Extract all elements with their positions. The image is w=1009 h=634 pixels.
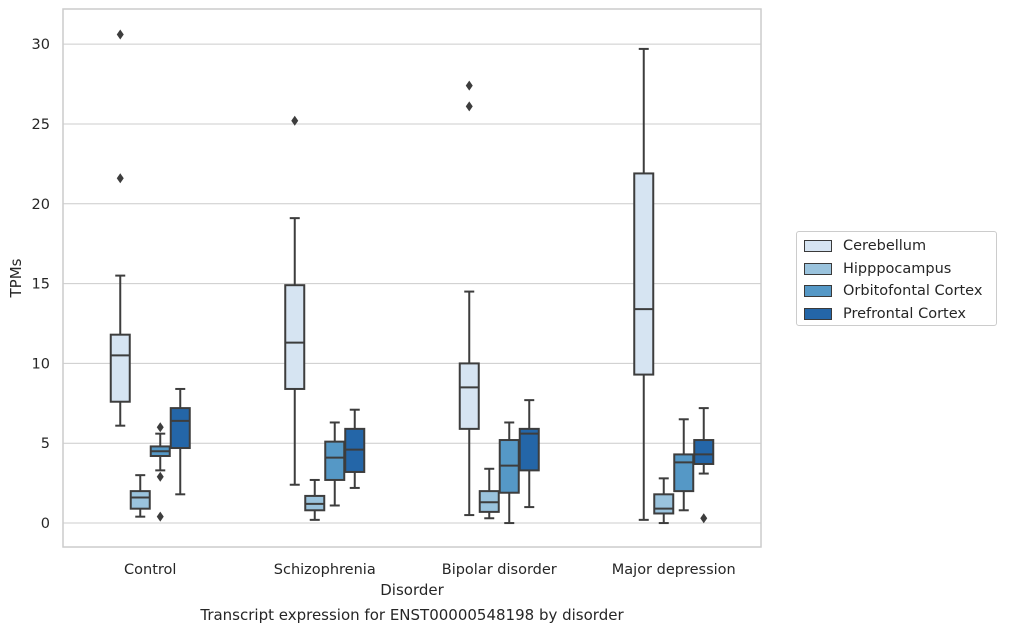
box-orbitofontal-cortex-schizophrenia [324, 440, 346, 481]
outlier-cerebellum-bipolar-disorder [465, 101, 473, 112]
outlier-cerebellum-schizophrenia [291, 115, 299, 126]
plot-frame [62, 8, 762, 548]
chart-legend: Cerebellum Hipppocampus Orbitofontal Cor… [796, 231, 997, 326]
legend-label-hippocampus: Hipppocampus [843, 261, 952, 277]
x-tick-label-control: Control [124, 562, 176, 578]
legend-item-orbitofrontal-cortex: Orbitofontal Cortex [804, 282, 982, 300]
legend-item-hippocampus: Hipppocampus [804, 260, 951, 278]
y-tick-label: 5 [41, 436, 50, 452]
outlier-cerebellum-control [116, 173, 124, 184]
box-cerebellum-bipolar-disorder [458, 362, 480, 430]
box-prefrontal-cortex-bipolar-disorder [518, 427, 540, 472]
y-tick-label: 15 [32, 277, 50, 293]
box-hipppocampus-major-depression [653, 493, 675, 515]
legend-label-cerebellum: Cerebellum [843, 238, 927, 254]
y-axis-label: TPMs [7, 258, 25, 298]
y-tick-label: 20 [32, 197, 50, 213]
box-cerebellum-schizophrenia [284, 284, 306, 390]
box-cerebellum-major-depression [633, 172, 655, 376]
x-tick-label-major-depression: Major depression [612, 562, 736, 578]
box-prefrontal-cortex-control [169, 407, 191, 450]
legend-label-prefrontal-cortex: Prefrontal Cortex [843, 306, 966, 322]
box-hipppocampus-control [129, 490, 151, 510]
legend-item-cerebellum: Cerebellum [804, 237, 926, 255]
outlier-orbitofontal-cortex-control [156, 511, 164, 522]
legend-label-orbitofrontal-cortex: Orbitofontal Cortex [843, 283, 983, 299]
box-prefrontal-cortex-major-depression [693, 439, 715, 465]
outlier-prefrontal-cortex-major-depression [700, 513, 708, 524]
y-tick-label: 25 [32, 117, 50, 133]
outlier-cerebellum-bipolar-disorder [465, 80, 473, 91]
x-tick-label-bipolar-disorder: Bipolar disorder [442, 562, 557, 578]
legend-item-prefrontal-cortex: Prefrontal Cortex [804, 305, 966, 323]
legend-swatch-prefrontal-cortex [804, 308, 832, 320]
outlier-orbitofontal-cortex-control [156, 471, 164, 482]
figure-caption: Transcript expression for ENST0000054819… [200, 606, 624, 624]
y-tick-label: 0 [41, 516, 50, 532]
legend-swatch-hippocampus [804, 263, 832, 275]
box-cerebellum-control [109, 333, 131, 403]
outlier-orbitofontal-cortex-control [156, 422, 164, 433]
x-tick-label-schizophrenia: Schizophrenia [274, 562, 376, 578]
y-tick-label: 10 [32, 356, 50, 372]
x-axis-label: Disorder [380, 581, 444, 599]
box-orbitofontal-cortex-major-depression [673, 453, 695, 493]
y-tick-label: 30 [32, 37, 50, 53]
legend-swatch-orbitofrontal-cortex [804, 285, 832, 297]
outlier-cerebellum-control [116, 29, 124, 40]
legend-swatch-cerebellum [804, 240, 832, 252]
